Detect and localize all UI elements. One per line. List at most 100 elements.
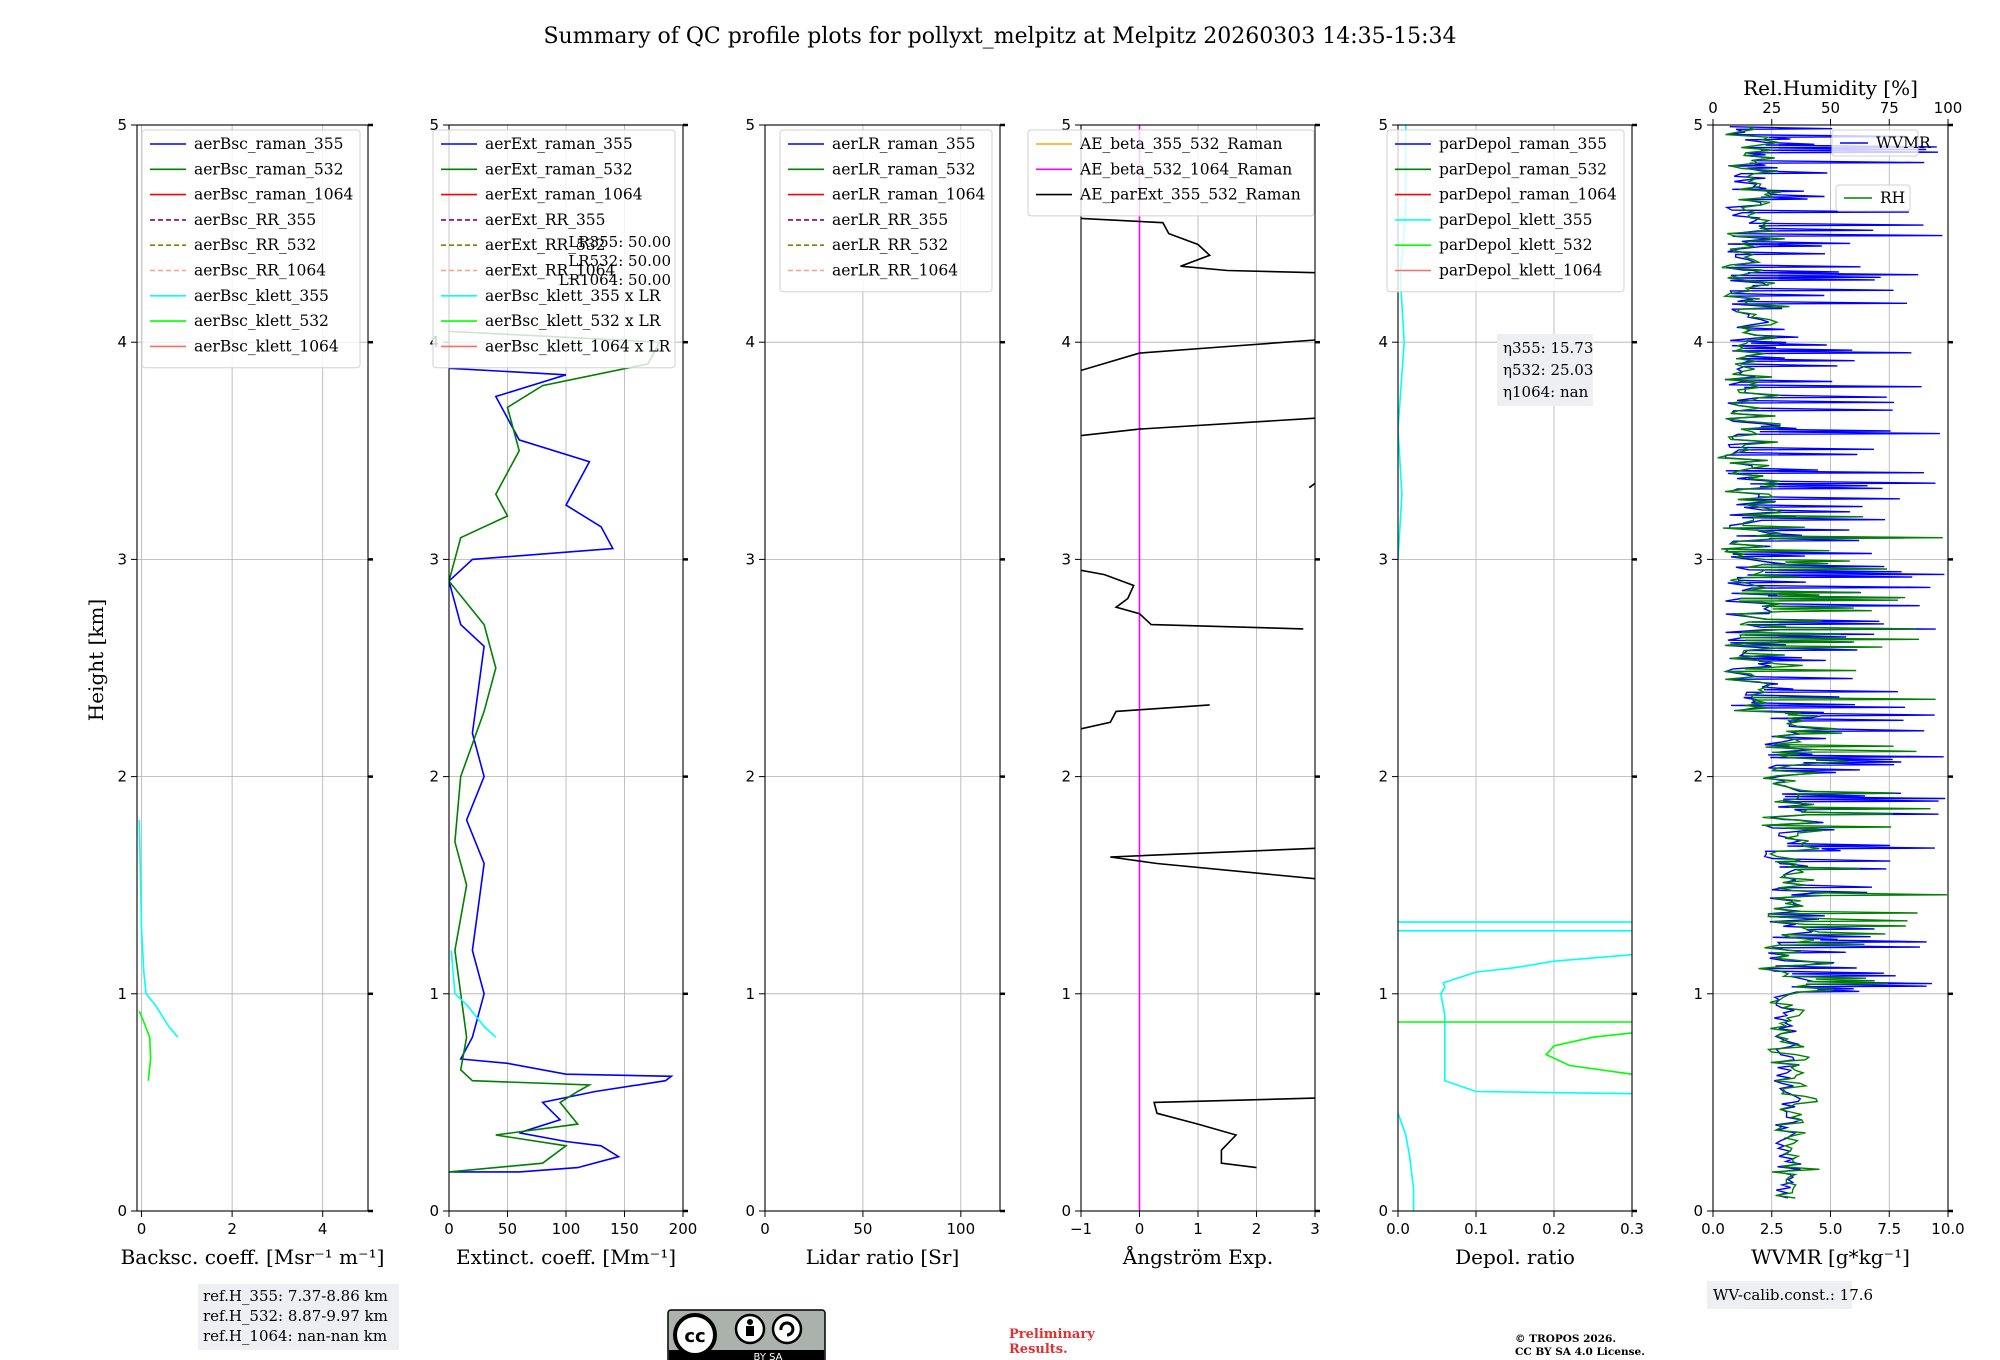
- legend-box: [432, 129, 676, 369]
- series-group: [449, 330, 674, 1173]
- series-parDepol_klett_355: [1398, 1113, 1415, 1211]
- y-tick-label: 2: [117, 768, 127, 786]
- x-tick-label: 100: [947, 1220, 976, 1238]
- axes-frame: [136, 124, 369, 1212]
- series-aerBsc_klett_355 x LR: [450, 950, 497, 1038]
- legend-label: aerExt_raman_1064: [485, 186, 643, 204]
- top-x-tick-label: 25: [1762, 99, 1781, 117]
- y-tick-label: 4: [117, 333, 127, 351]
- wv-calib-text: WV-calib.const.: 17.6: [1713, 1286, 1873, 1304]
- legend-label: aerLR_RR_532: [832, 236, 948, 254]
- y-tick-label: 3: [745, 550, 755, 568]
- legend-label: aerLR_RR_355: [832, 211, 948, 229]
- y-tick-label: 1: [117, 985, 127, 1003]
- x-tick-label: 2: [227, 1220, 237, 1238]
- y-tick-label: 5: [745, 116, 755, 134]
- ref-height-text: ref.H_355: 7.37-8.86 km: [203, 1287, 388, 1305]
- axes-frame: [764, 124, 1001, 1212]
- series-RH: [1717, 126, 1948, 1199]
- legend-label: AE_beta_355_532_Raman: [1079, 135, 1282, 153]
- ref-height-text: ref.H_532: 8.87-9.97 km: [203, 1307, 388, 1325]
- y-tick-label: 2: [429, 768, 439, 786]
- y-tick-label: 1: [745, 985, 755, 1003]
- x-tick-label: 200: [669, 1220, 698, 1238]
- series-AE_parExt_355_532_Raman: [1110, 847, 1315, 880]
- eta-text: η1064: nan: [1503, 383, 1589, 401]
- legend-label: AE_beta_532_1064_Raman: [1079, 160, 1292, 178]
- y-tick-label: 4: [745, 333, 755, 351]
- eta-text: η355: 15.73: [1503, 339, 1593, 357]
- series-AE_parExt_355_532_Raman: [1081, 704, 1210, 730]
- panel-depolarization: 0.0 0.1 0.2 0.3 0 1 2 3 4 5 Depol. ratio parDepol_r…: [1378, 116, 1643, 1269]
- series-AE_parExt_355_532_Raman: [1081, 217, 1315, 274]
- panels-group: 0 2 4 0 1 2 3 4 5 Backsc. coeff. [Msr⁻¹ m⁻¹] aerBs…: [117, 76, 1965, 1350]
- x-tick-label: 0.1: [1464, 1220, 1488, 1238]
- legend-label: parDepol_klett_1064: [1439, 262, 1602, 280]
- lr-text: LR1064: 50.00: [559, 271, 671, 289]
- y-tick-label: 1: [1693, 985, 1703, 1003]
- x-axis-label: Depol. ratio: [1455, 1245, 1575, 1269]
- x-tick-label: 50: [853, 1220, 872, 1238]
- y-tick-label: 3: [1693, 550, 1703, 568]
- legend-label: aerBsc_klett_1064 x LR: [485, 337, 672, 355]
- legend-label: aerBsc_klett_355: [194, 287, 329, 305]
- series-aerExt_raman_355: [449, 367, 674, 1173]
- y-tick-label: 5: [429, 116, 439, 134]
- axes-frame: [1397, 124, 1633, 1212]
- top-x-tick-label: 0: [1708, 99, 1718, 117]
- x-tick-label: 0: [137, 1220, 147, 1238]
- series-group: [1717, 126, 1948, 1199]
- top-x-tick-label: 50: [1821, 99, 1840, 117]
- y-tick-label: 1: [1378, 985, 1388, 1003]
- series-parDepol_klett_532: [1544, 1032, 1632, 1075]
- legend-label: aerExt_raman_355: [485, 135, 633, 153]
- ref-height-box: [198, 1284, 399, 1350]
- series-AE_parExt_355_532_Raman: [1308, 482, 1315, 489]
- legend-label: aerLR_RR_1064: [832, 262, 958, 280]
- panel-lidar-ratio: 0 50 100 0 1 2 3 4 5 Lidar ratio [Sr] aerLR_raman_…: [745, 116, 1005, 1269]
- legend-label: WVMR: [1876, 134, 1932, 152]
- series-AE_parExt_355_532_Raman: [1081, 339, 1315, 372]
- lr-text: LR355: 50.00: [568, 233, 671, 251]
- x-tick-label: 2.5: [1760, 1220, 1784, 1238]
- legend-label: parDepol_klett_532: [1439, 236, 1592, 254]
- series-group: [1081, 125, 1315, 1211]
- y-tick-label: 3: [429, 550, 439, 568]
- legend-label: aerBsc_RR_355: [194, 211, 316, 229]
- y-tick-label: 4: [1378, 333, 1388, 351]
- legend-label: aerExt_RR_1064: [485, 262, 616, 280]
- legend-label: aerLR_raman_532: [832, 160, 975, 178]
- y-tick-label: 3: [1378, 550, 1388, 568]
- x-tick-label: 0.0: [1386, 1220, 1410, 1238]
- legend-label: RH: [1880, 189, 1905, 207]
- y-tick-label: 2: [745, 768, 755, 786]
- legend-label: aerBsc_raman_532: [194, 160, 344, 178]
- ref-height-text: ref.H_1064: nan-nan km: [203, 1327, 387, 1345]
- y-tick-label: 2: [1378, 768, 1388, 786]
- series-AE_parExt_355_532_Raman: [1081, 569, 1304, 630]
- series-AE_parExt_355_532_Raman: [1081, 417, 1315, 437]
- x-tick-label: 0: [444, 1220, 454, 1238]
- x-tick-label: 0: [1135, 1220, 1145, 1238]
- y-tick-label: 4: [1061, 333, 1071, 351]
- legend-label: aerBsc_raman_355: [194, 135, 344, 153]
- series-aerBsc_klett_532: [138, 1010, 152, 1081]
- top-x-tick-label: 75: [1880, 99, 1899, 117]
- copyright-line1: © TROPOS 2026.: [1515, 1333, 1616, 1345]
- lr-text: LR532: 50.00: [568, 252, 671, 270]
- preliminary-line2: Results.: [1009, 1342, 1068, 1357]
- y-tick-label: 1: [429, 985, 439, 1003]
- panel-backscatter: 0 2 4 0 1 2 3 4 5 Backsc. coeff. [Msr⁻¹ m⁻¹] aerBs…: [117, 116, 399, 1350]
- eta-text: η532: 25.03: [1503, 361, 1593, 379]
- x-tick-label: 5.0: [1819, 1220, 1843, 1238]
- legend-label: aerBsc_raman_1064: [194, 186, 354, 204]
- y-tick-label: 3: [117, 550, 127, 568]
- cc-icon: [673, 1313, 717, 1357]
- y-tick-label: 1: [1061, 985, 1071, 1003]
- cc-icon-text: cc: [684, 1326, 705, 1347]
- y-tick-label: 0: [745, 1202, 755, 1220]
- panel-extinction: 050100150200012345Extinct. coeff. [Mm⁻¹]…: [429, 116, 697, 1269]
- legend-label: aerExt_raman_532: [485, 160, 633, 178]
